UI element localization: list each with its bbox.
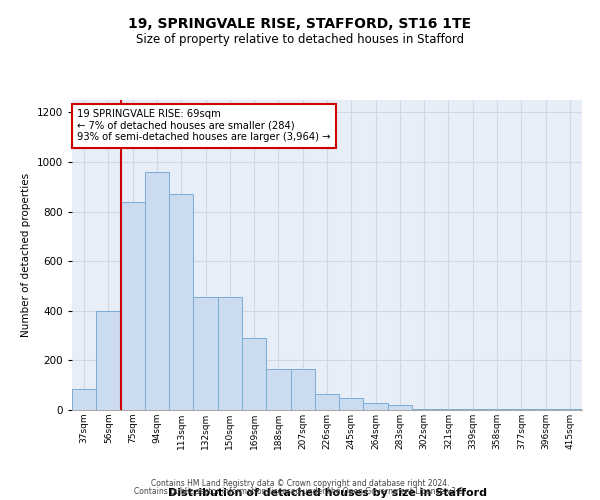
- Bar: [558, 409, 582, 410]
- Text: Contains public sector information licensed under the Open Government Licence v3: Contains public sector information licen…: [134, 487, 466, 496]
- Bar: [96, 311, 121, 410]
- Text: 19 SPRINGVALE RISE: 69sqm
← 7% of detached houses are smaller (284)
93% of semi-: 19 SPRINGVALE RISE: 69sqm ← 7% of detach…: [77, 110, 331, 142]
- Bar: [145, 172, 169, 410]
- Bar: [169, 194, 193, 410]
- Bar: [485, 409, 509, 410]
- X-axis label: Distribution of detached houses by size in Stafford: Distribution of detached houses by size …: [167, 488, 487, 498]
- Bar: [242, 338, 266, 410]
- Bar: [121, 202, 145, 410]
- Text: Contains HM Land Registry data © Crown copyright and database right 2024.: Contains HM Land Registry data © Crown c…: [151, 478, 449, 488]
- Bar: [218, 297, 242, 410]
- Bar: [290, 369, 315, 410]
- Bar: [339, 398, 364, 410]
- Bar: [436, 409, 461, 410]
- Bar: [72, 389, 96, 410]
- Bar: [364, 402, 388, 410]
- Bar: [193, 297, 218, 410]
- Bar: [461, 409, 485, 410]
- Bar: [315, 394, 339, 410]
- Bar: [533, 409, 558, 410]
- Bar: [388, 405, 412, 410]
- Text: 19, SPRINGVALE RISE, STAFFORD, ST16 1TE: 19, SPRINGVALE RISE, STAFFORD, ST16 1TE: [128, 18, 472, 32]
- Text: Size of property relative to detached houses in Stafford: Size of property relative to detached ho…: [136, 32, 464, 46]
- Y-axis label: Number of detached properties: Number of detached properties: [21, 173, 31, 337]
- Bar: [412, 409, 436, 410]
- Bar: [509, 409, 533, 410]
- Bar: [266, 369, 290, 410]
